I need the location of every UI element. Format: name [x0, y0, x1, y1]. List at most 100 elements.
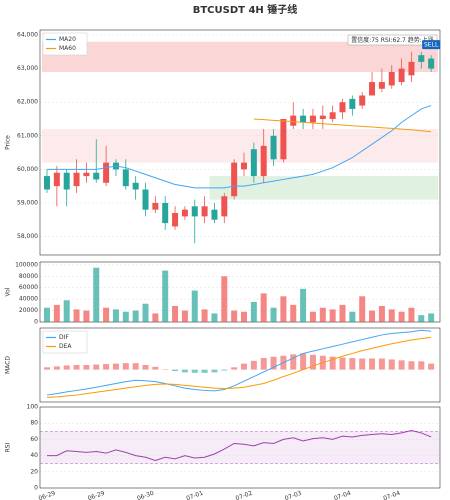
candle-body [53, 172, 60, 187]
candle-body [359, 95, 366, 106]
volume-bar [398, 311, 405, 322]
macd-bar [428, 363, 435, 370]
macd-bar [83, 365, 90, 370]
volume-bar [309, 311, 316, 322]
candle-body [201, 206, 208, 217]
y-tick-label: 58,000 [17, 233, 38, 240]
candle-body [132, 182, 139, 190]
macd-bar [329, 356, 336, 370]
y-tick-label: 61,000 [17, 132, 38, 139]
volume-bar [241, 311, 247, 322]
volume-bar [250, 302, 257, 322]
macd-bar [132, 363, 139, 370]
candle-body [270, 135, 277, 160]
legend-box [42, 330, 88, 354]
macd-bar [191, 369, 198, 373]
macd-bar [339, 357, 346, 370]
macd-bar [369, 358, 376, 370]
candle-body [172, 213, 179, 227]
macd-bar [73, 365, 80, 370]
x-tick-label: 07-03 [284, 490, 303, 500]
candle-body [428, 58, 435, 69]
candle-body [349, 98, 356, 109]
y-tick-label: 60,000 [17, 166, 38, 173]
y-tick-label: 0 [34, 319, 38, 326]
candle-body [73, 172, 80, 187]
macd-bar [181, 369, 188, 373]
candle-body [388, 71, 395, 86]
signal-box [422, 40, 441, 50]
annotation: 置信度:75 RSI:62.7 趋势:上涨 [351, 36, 434, 44]
candle-body [162, 202, 169, 224]
candle-body [152, 202, 159, 210]
volume-bar [418, 315, 425, 322]
volume-bar [378, 306, 385, 322]
candle-body [181, 209, 188, 217]
y-tick-label: 20 [30, 468, 38, 475]
volume-bar [388, 309, 395, 322]
volume-bar [63, 300, 70, 322]
volume-bar [83, 310, 90, 322]
candle-body [103, 162, 110, 183]
y-tick-label: 63,000 [17, 65, 38, 72]
macd-bar [378, 358, 385, 370]
macd-bar [172, 369, 179, 372]
volume-bar [201, 309, 208, 322]
candle-body [408, 61, 415, 76]
volume-bar [93, 267, 100, 322]
legend-box [42, 32, 88, 56]
macd-bar [221, 369, 228, 371]
x-tick-label: 06-29 [38, 490, 57, 500]
volume-bar [132, 310, 139, 322]
y-tick-label: 64,000 [17, 32, 38, 39]
x-tick-label: 07-04 [382, 490, 401, 500]
macd-bar [408, 361, 415, 370]
volume-bar [122, 311, 129, 322]
volume-bar [191, 290, 198, 322]
y-tick-label: 40 [30, 452, 38, 459]
macd-bar [300, 353, 307, 370]
legend-label: DEA [59, 343, 72, 350]
candle-body [339, 102, 346, 113]
volume-bar [152, 313, 159, 322]
macd-bar [349, 358, 356, 370]
macd-bar [359, 358, 366, 370]
y-axis-label: RSI [5, 442, 12, 452]
volume-bar [211, 313, 218, 322]
macd-bar [44, 367, 50, 370]
candle-body [211, 209, 218, 220]
macd-bar [388, 359, 395, 370]
y-tick-label: 20000 [19, 307, 38, 314]
macd-line [46, 329, 432, 396]
volume-bar [73, 309, 80, 322]
candle-body [369, 82, 376, 96]
panel-frame [39, 29, 441, 256]
volume-bar [300, 288, 307, 322]
candle-body [378, 82, 385, 89]
macd-bar [290, 354, 297, 370]
y-tick-label: 80000 [19, 273, 38, 280]
volume-bar [270, 307, 277, 322]
macd-bar [142, 365, 149, 370]
macd-bar [211, 369, 218, 373]
candle-body [300, 115, 307, 123]
candle-body [221, 196, 228, 217]
chart-title: BTCUSDT 4H 锤子线 [193, 3, 298, 16]
x-tick-label: 06-29 [87, 490, 106, 500]
x-tick-label: 07-02 [235, 490, 254, 500]
macd-bar [63, 365, 70, 370]
macd-bar [241, 363, 247, 370]
macd-bar [201, 369, 208, 373]
panel-frame [39, 406, 441, 489]
x-tick-label: 07-04 [333, 490, 352, 500]
macd-bar [93, 364, 100, 370]
volume-bar [162, 270, 169, 322]
macd-bar [270, 356, 277, 370]
candle-body [319, 115, 326, 119]
macd-bar [398, 360, 405, 370]
y-tick-label: 100000 [15, 261, 38, 268]
candle-body [93, 172, 100, 180]
volume-bar [260, 293, 267, 322]
y-tick-label: 0 [34, 485, 38, 492]
